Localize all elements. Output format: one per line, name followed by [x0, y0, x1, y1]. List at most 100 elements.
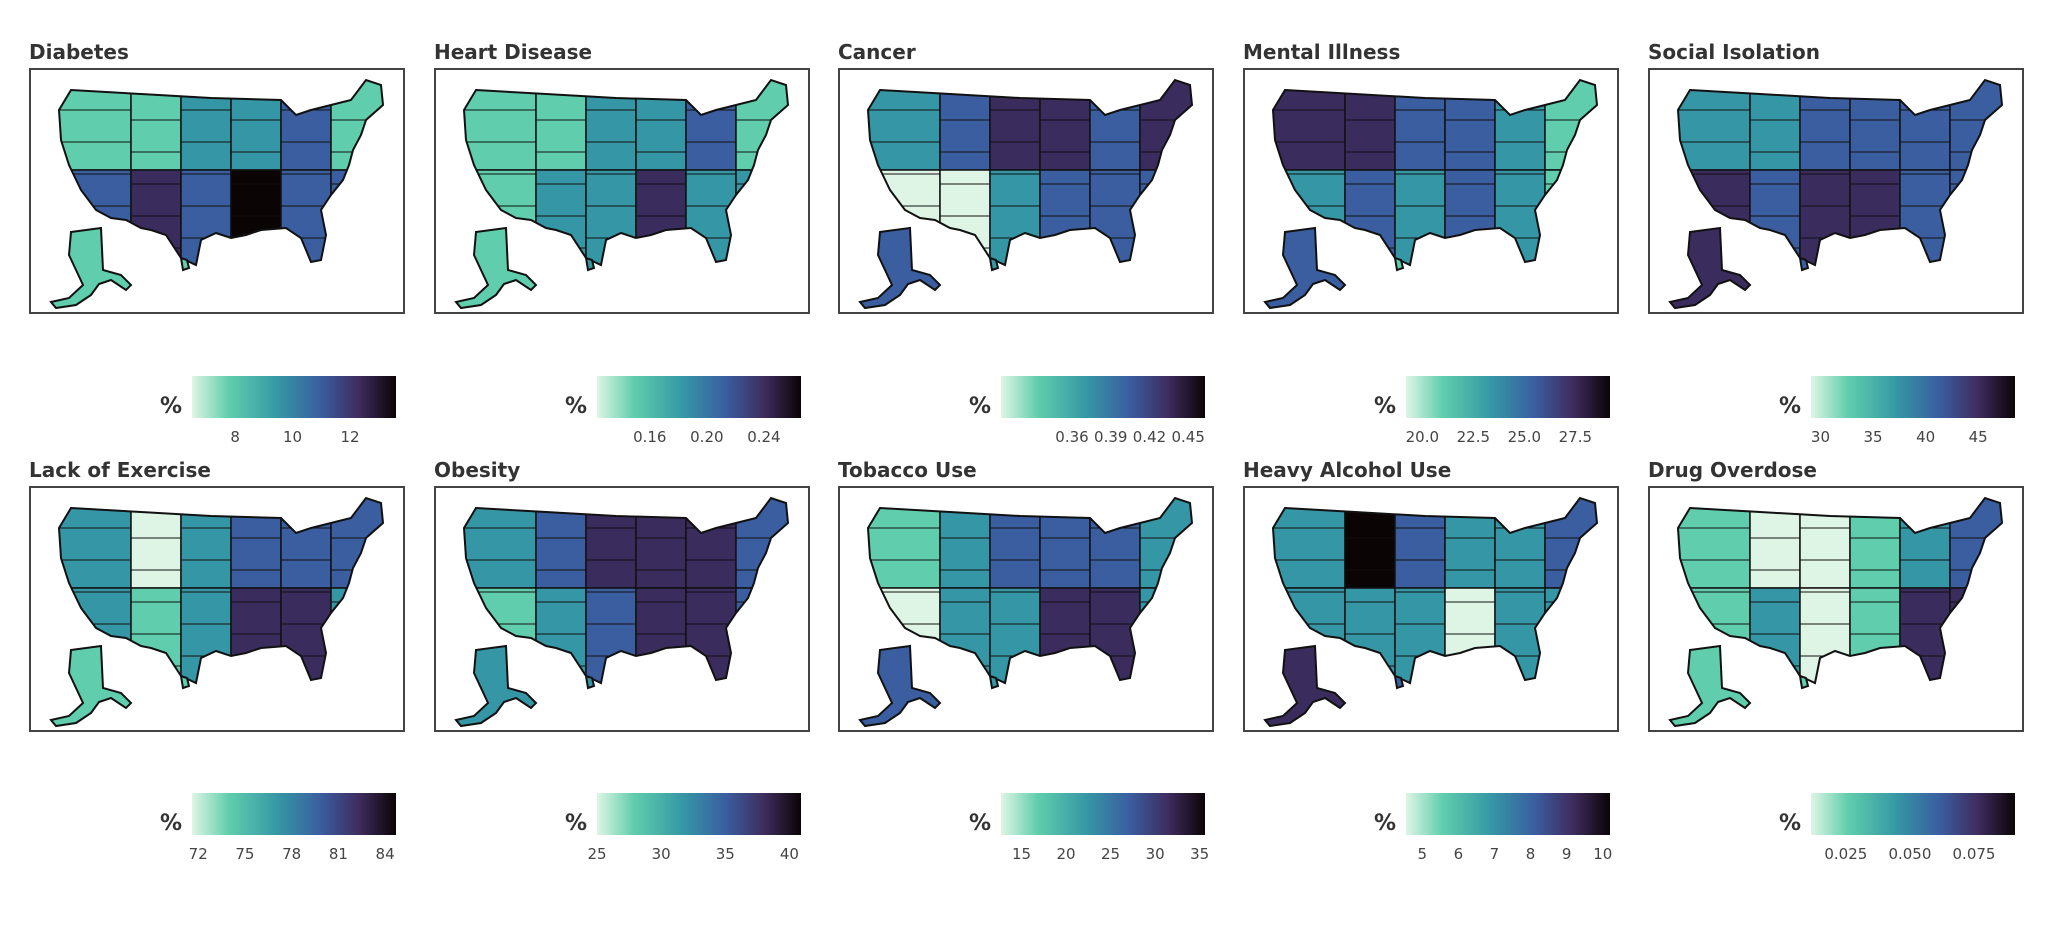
- colorbar-tick-label: 0.16: [633, 428, 667, 446]
- region-shape: [1089, 498, 1141, 589]
- colorbar-tick-label: 35: [1863, 428, 1883, 446]
- alaska-shape: [49, 644, 133, 728]
- map-frame: [29, 68, 405, 314]
- us-choropleth-map: [1668, 496, 2004, 728]
- colorbar-legend: % 0.025 0.050 0.075: [1648, 793, 2028, 873]
- colorbar-tick-label: 25: [1101, 845, 1121, 863]
- colorbar-legend: % 72 75 78 81 84: [29, 793, 409, 873]
- region-shape: [1899, 80, 1951, 171]
- region-shape: [1344, 587, 1396, 683]
- colorbar: [192, 376, 396, 418]
- hawaii-shape: [584, 674, 596, 690]
- panel-title: Tobacco Use: [838, 458, 977, 482]
- region-shape: [180, 498, 232, 589]
- us-outline: [866, 496, 1194, 685]
- region-shape: [1899, 498, 1951, 589]
- region-shape: [59, 498, 132, 589]
- us-choropleth-map: [49, 496, 385, 728]
- region-shape: [1039, 169, 1091, 265]
- colorbar-tick-label: 81: [328, 845, 348, 863]
- region-shape: [280, 80, 332, 171]
- colorbar-tick-label: 0.42: [1132, 428, 1167, 446]
- region-shape: [1139, 169, 1192, 265]
- us-outline: [57, 78, 385, 267]
- colorbar-tick-label: 10: [1593, 845, 1613, 863]
- region-shape: [535, 587, 587, 683]
- region-shape: [330, 169, 383, 265]
- colorbar-tick-label: 20.0: [1405, 428, 1440, 446]
- hawaii-shape: [584, 256, 596, 272]
- region-shape: [1949, 587, 2002, 683]
- region-shape: [1749, 587, 1801, 683]
- us-choropleth-map: [858, 78, 1194, 310]
- colorbar-legend: % 20.0 22.5 25.0 27.5: [1243, 376, 1623, 456]
- region-shape: [464, 498, 537, 589]
- panel-title: Social Isolation: [1648, 40, 1821, 64]
- colorbar: [597, 793, 801, 835]
- colorbar-legend: % 25 30 35 40: [434, 793, 814, 873]
- region-shape: [585, 80, 637, 171]
- region-shape: [1494, 80, 1546, 171]
- us-outline: [1271, 496, 1599, 685]
- us-outline: [1676, 78, 2004, 267]
- alaska-shape: [1263, 644, 1347, 728]
- region-shape: [59, 80, 132, 171]
- map-frame: [838, 68, 1214, 314]
- region-shape: [1273, 498, 1346, 589]
- map-frame: [29, 486, 405, 732]
- colorbar-legend: % 0.36 0.39 0.42 0.45: [838, 376, 1218, 456]
- colorbar-tick-label: 30: [1145, 845, 1165, 863]
- colorbar-tick-label: 0.36: [1055, 428, 1089, 446]
- colorbar-tick-label: 0.39: [1094, 428, 1128, 446]
- region-shape: [1139, 587, 1192, 683]
- panel-title: Obesity: [434, 458, 521, 482]
- region-shape: [1849, 169, 1901, 265]
- alaska-shape: [1263, 226, 1347, 310]
- colorbar-tick-label: 0.20: [690, 428, 724, 446]
- region-shape: [230, 169, 282, 265]
- us-outline: [462, 78, 790, 267]
- region-shape: [1678, 498, 1751, 589]
- region-shape: [735, 169, 788, 265]
- panel-title: Drug Overdose: [1648, 458, 1817, 482]
- map-frame: [434, 486, 810, 732]
- region-shape: [635, 169, 687, 265]
- hawaii-shape: [1798, 674, 1810, 690]
- colorbar: [1811, 376, 2015, 418]
- colorbar-tick-label: 8: [1525, 845, 1536, 863]
- alaska-shape: [49, 226, 133, 310]
- panel-title: Heavy Alcohol Use: [1243, 458, 1452, 482]
- colorbar: [1406, 793, 1610, 835]
- legend-unit: %: [1779, 394, 1802, 419]
- colorbar-tick-label: 84: [375, 845, 395, 863]
- us-outline: [1676, 496, 2004, 685]
- colorbar-tick-label: 30: [1810, 428, 1830, 446]
- colorbar-tick-label: 27.5: [1558, 428, 1593, 446]
- us-outline: [866, 78, 1194, 267]
- region-shape: [735, 587, 788, 683]
- region-shape: [989, 498, 1041, 589]
- legend-unit: %: [1374, 394, 1397, 419]
- colorbar-tick-label: 9: [1561, 845, 1572, 863]
- region-shape: [1494, 498, 1546, 589]
- region-shape: [1799, 80, 1851, 171]
- region-shape: [939, 587, 991, 683]
- region-shape: [1394, 80, 1446, 171]
- region-shape: [464, 80, 537, 171]
- us-outline: [1271, 78, 1599, 267]
- hawaii-shape: [179, 256, 191, 272]
- colorbar-tick-label: 35: [715, 845, 735, 863]
- colorbar-tick-label: 8: [230, 428, 240, 446]
- colorbar-legend: % 30 35 40 45: [1648, 376, 2028, 456]
- colorbar-tick-label: 35: [1190, 845, 1210, 863]
- map-frame: [1648, 486, 2024, 732]
- colorbar-tick-label: 7: [1489, 845, 1500, 863]
- colorbar-tick-label: 25.0: [1507, 428, 1542, 446]
- colorbar-legend: % 15 20 25 30 35: [838, 793, 1218, 873]
- region-shape: [868, 498, 941, 589]
- colorbar-tick-label: 0.025: [1824, 845, 1868, 863]
- colorbar-tick-label: 0.075: [1952, 845, 1996, 863]
- region-shape: [1678, 80, 1751, 171]
- panel-title: Heart Disease: [434, 40, 593, 64]
- map-frame: [1243, 68, 1619, 314]
